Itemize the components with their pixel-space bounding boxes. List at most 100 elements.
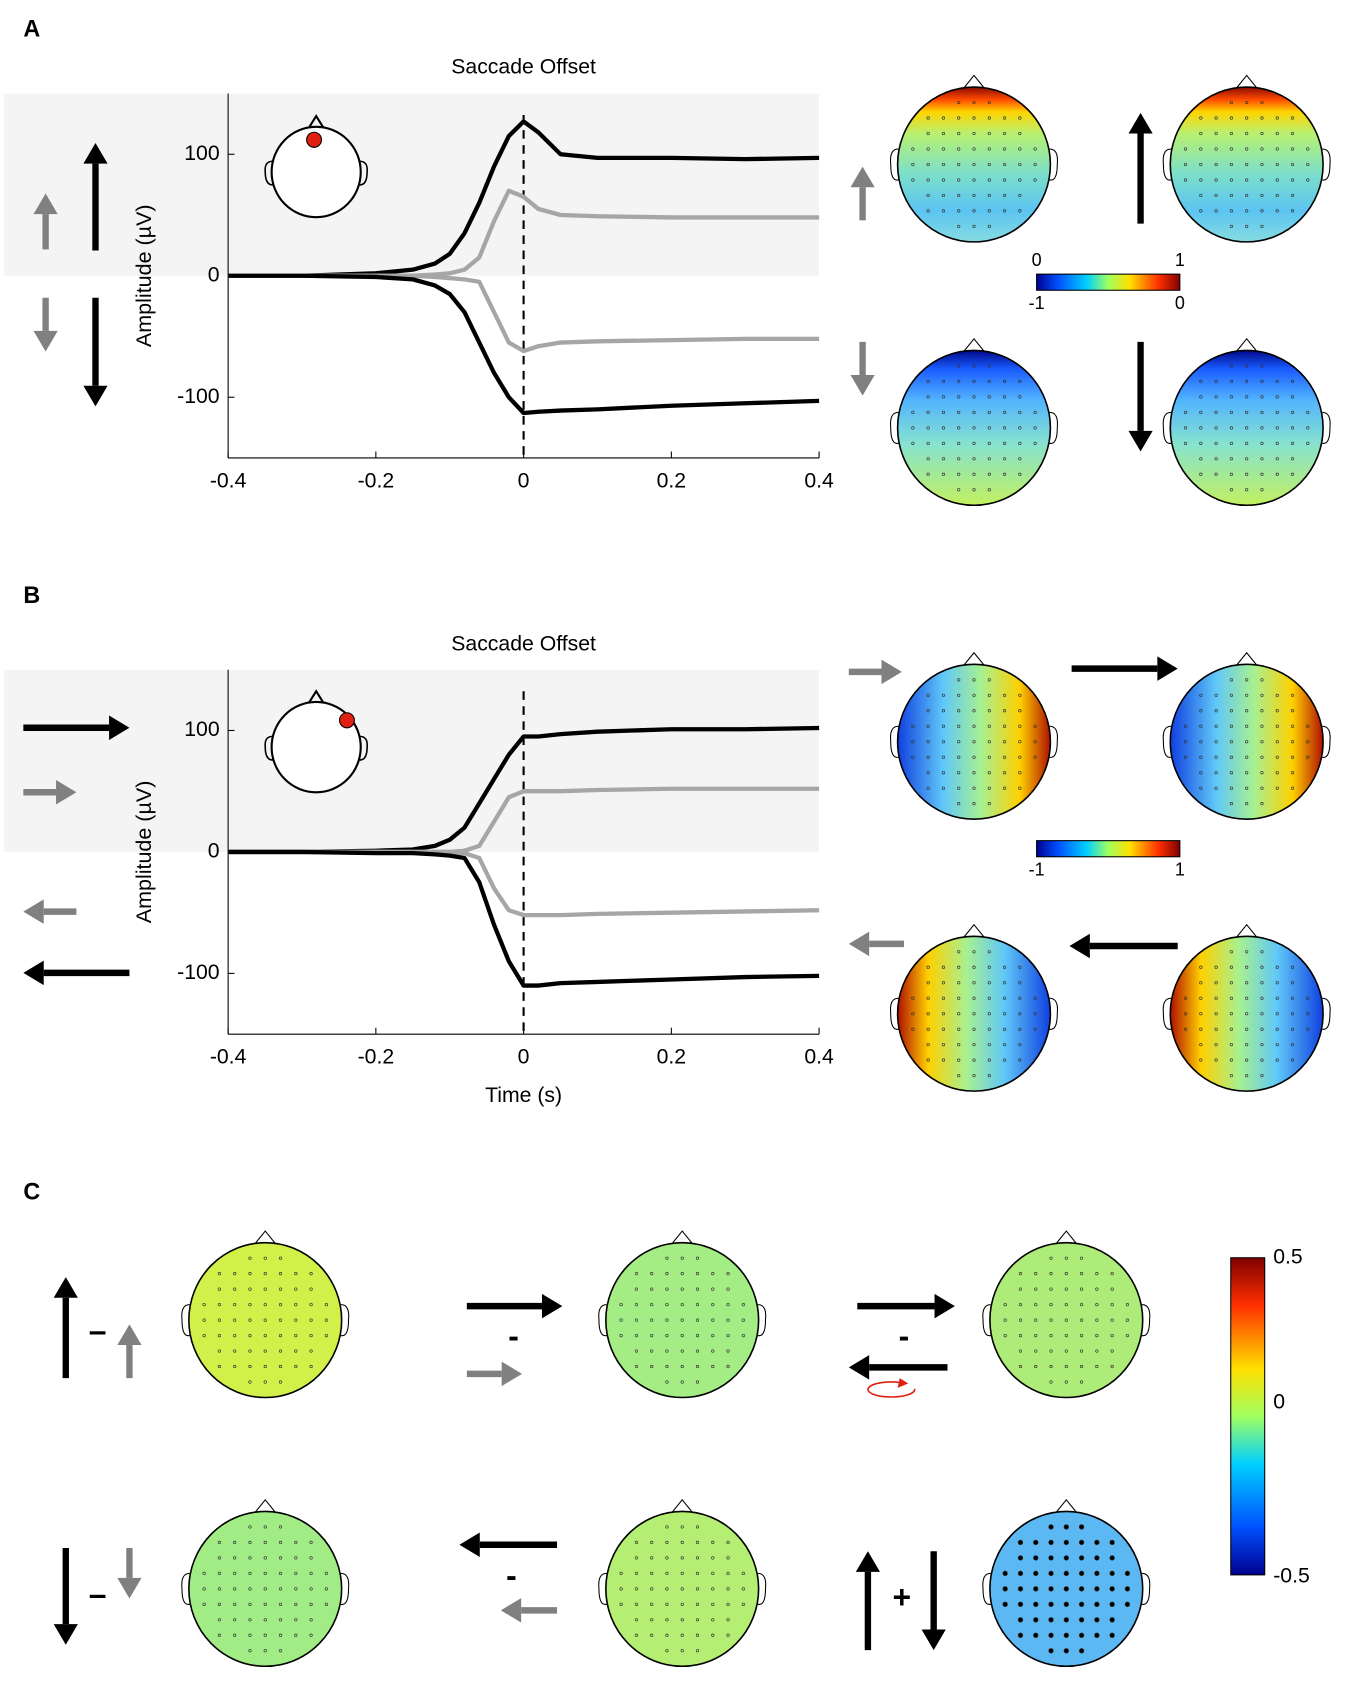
electrode bbox=[926, 1027, 930, 1031]
electrode bbox=[309, 1333, 313, 1338]
electrode bbox=[1275, 441, 1279, 445]
electrode bbox=[1199, 755, 1203, 759]
arrow bbox=[500, 1598, 558, 1623]
electrode bbox=[278, 1287, 283, 1291]
electrode bbox=[1245, 410, 1249, 414]
arrow bbox=[848, 1355, 948, 1380]
electrode bbox=[1110, 1318, 1114, 1322]
electrode bbox=[233, 1272, 237, 1276]
electrode bbox=[957, 209, 961, 213]
electrode bbox=[233, 1303, 237, 1307]
colorbar-label: -0.5 bbox=[1273, 1564, 1310, 1588]
electrode bbox=[1260, 965, 1264, 969]
electrode bbox=[972, 488, 976, 492]
electrode bbox=[695, 1303, 700, 1307]
electrode bbox=[1260, 802, 1264, 806]
electrode bbox=[1048, 1570, 1054, 1577]
electrode bbox=[941, 709, 946, 713]
electrode bbox=[650, 1318, 654, 1322]
electrode bbox=[1048, 1617, 1054, 1623]
ear bbox=[1162, 997, 1172, 1030]
electrode bbox=[695, 1587, 700, 1591]
electrode bbox=[1110, 1333, 1114, 1338]
electrode bbox=[1018, 709, 1022, 713]
electrode bbox=[1048, 1586, 1054, 1592]
ear bbox=[982, 1572, 991, 1605]
electrode bbox=[741, 1602, 745, 1606]
electrode bbox=[217, 1633, 222, 1637]
electrode bbox=[1245, 162, 1249, 167]
electrode bbox=[911, 410, 915, 414]
shaded-region bbox=[4, 93, 820, 276]
ear bbox=[1322, 148, 1331, 181]
electrode bbox=[1110, 1272, 1114, 1276]
electrode bbox=[680, 1602, 684, 1606]
electrode bbox=[972, 724, 976, 728]
electrode bbox=[972, 981, 976, 985]
electrode bbox=[1018, 996, 1022, 1000]
electrode bbox=[263, 1602, 267, 1606]
electrode bbox=[217, 1602, 222, 1606]
electrode bbox=[695, 1602, 700, 1606]
electrode bbox=[987, 162, 991, 167]
electrode bbox=[680, 1256, 684, 1260]
electrode bbox=[1017, 1586, 1024, 1592]
electrode bbox=[1260, 1043, 1264, 1047]
electrode bbox=[1095, 1349, 1099, 1353]
electrode bbox=[987, 693, 991, 697]
electrode bbox=[1214, 965, 1218, 969]
electrode bbox=[634, 1272, 638, 1276]
electrode bbox=[1018, 1287, 1023, 1291]
electrode bbox=[294, 1318, 298, 1322]
electrode bbox=[263, 1571, 267, 1575]
electrode bbox=[1275, 1012, 1279, 1016]
electrode bbox=[1260, 178, 1264, 182]
operator: - bbox=[508, 1318, 519, 1354]
x-tick-label: 0.2 bbox=[657, 468, 687, 492]
electrode bbox=[957, 1043, 961, 1047]
electrode bbox=[987, 488, 991, 492]
electrode bbox=[941, 724, 946, 728]
electrode bbox=[726, 1303, 730, 1307]
electrode-inset bbox=[264, 689, 369, 794]
electrode bbox=[1306, 724, 1310, 728]
electrode bbox=[634, 1540, 638, 1545]
arrow bbox=[23, 780, 77, 805]
electrode bbox=[680, 1556, 684, 1560]
topomap bbox=[889, 651, 1059, 820]
electrode bbox=[1034, 1287, 1038, 1291]
electrode bbox=[1199, 1027, 1203, 1031]
electrode bbox=[1048, 1648, 1054, 1654]
electrode bbox=[726, 1287, 730, 1291]
electrode bbox=[1306, 426, 1310, 430]
electrode bbox=[634, 1587, 638, 1591]
scalp bbox=[1169, 86, 1324, 243]
colorbar-label: -1 bbox=[1029, 293, 1045, 313]
arrow-head bbox=[1128, 112, 1153, 134]
electrode bbox=[263, 1349, 267, 1353]
electrode bbox=[1199, 147, 1203, 151]
electrode bbox=[941, 457, 946, 461]
electrode bbox=[1260, 209, 1264, 213]
electrode bbox=[1214, 116, 1218, 120]
electrode bbox=[1290, 472, 1295, 476]
electrode bbox=[972, 693, 976, 697]
electrode bbox=[1018, 1318, 1023, 1322]
electrode bbox=[309, 1540, 313, 1545]
electrode bbox=[650, 1364, 654, 1369]
electrode bbox=[1229, 693, 1233, 697]
ear bbox=[181, 1304, 190, 1337]
data-line bbox=[228, 273, 820, 354]
electrode bbox=[1245, 472, 1249, 476]
electrode bbox=[1002, 755, 1007, 759]
electrode bbox=[1290, 965, 1295, 969]
electrode bbox=[1290, 131, 1295, 136]
electrode bbox=[1229, 426, 1233, 430]
electrode bbox=[1245, 193, 1249, 198]
electrode bbox=[665, 1272, 669, 1276]
arrow-head bbox=[848, 1355, 870, 1380]
electrode bbox=[1245, 740, 1249, 744]
electrode bbox=[1290, 1058, 1295, 1062]
electrode bbox=[1275, 996, 1279, 1000]
electrode bbox=[324, 1587, 328, 1591]
